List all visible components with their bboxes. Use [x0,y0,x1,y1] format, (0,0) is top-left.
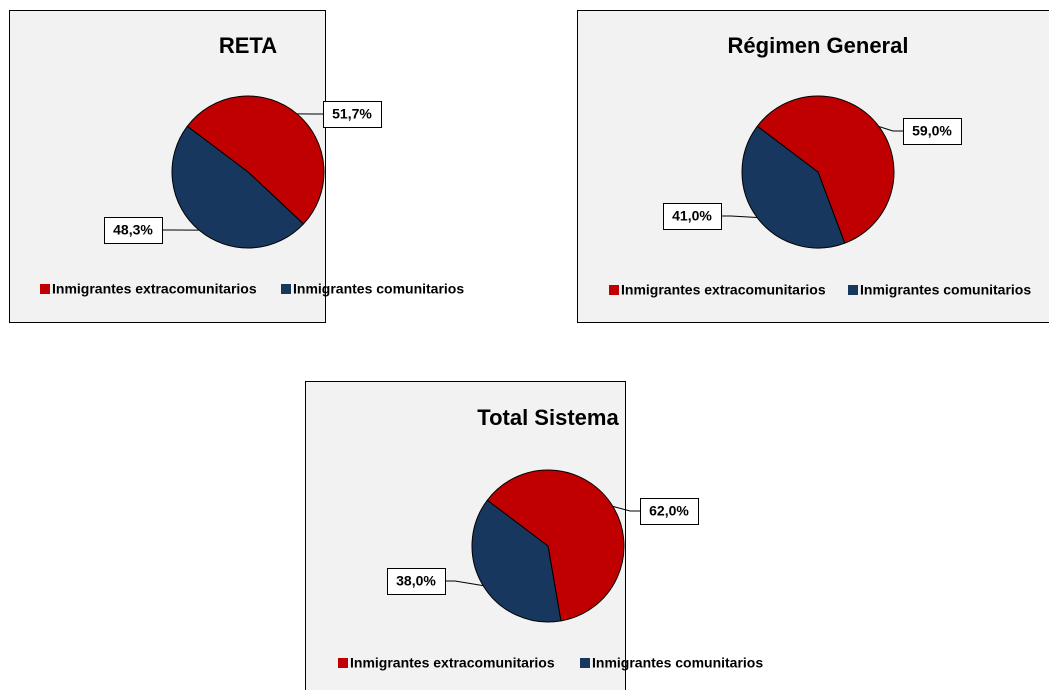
data-label: 38,0% [396,573,436,589]
pie-slice [471,499,562,623]
legend-swatch [580,658,590,668]
leader-line [878,125,903,132]
chart-title: Régimen General [728,33,909,58]
data-label: 41,0% [672,208,712,224]
leader-line [445,580,484,587]
legend-label: Inmigrantes extracomunitarios [52,281,257,297]
data-label-box [663,203,722,230]
legend-swatch [338,658,348,668]
legend-swatch [281,284,291,294]
leader-line [721,215,758,219]
leader-line [612,505,640,512]
legend-label: Inmigrantes extracomunitarios [621,282,826,298]
pie-slice [171,125,305,249]
legend-swatch [609,285,619,295]
legend-swatch [40,284,50,294]
data-label: 62,0% [649,503,689,519]
legend-label: Inmigrantes comunitarios [860,282,1031,298]
pie-slice [486,469,625,622]
data-label-box [323,101,382,128]
data-label: 51,7% [332,106,372,122]
legend-label: Inmigrantes extracomunitarios [350,655,555,671]
data-label-box [387,568,446,595]
data-label: 59,0% [912,123,952,139]
data-label-box [903,118,962,145]
chart-title: RETA [219,33,277,58]
legend-label: Inmigrantes comunitarios [592,655,763,671]
legend-swatch [848,285,858,295]
chart-title: Total Sistema [477,405,619,430]
data-label-box [640,498,699,525]
legend-label: Inmigrantes comunitarios [293,281,464,297]
data-label-box [104,217,163,244]
pie-slice [741,125,846,249]
pie-slice [756,95,895,244]
data-label: 48,3% [113,222,153,238]
